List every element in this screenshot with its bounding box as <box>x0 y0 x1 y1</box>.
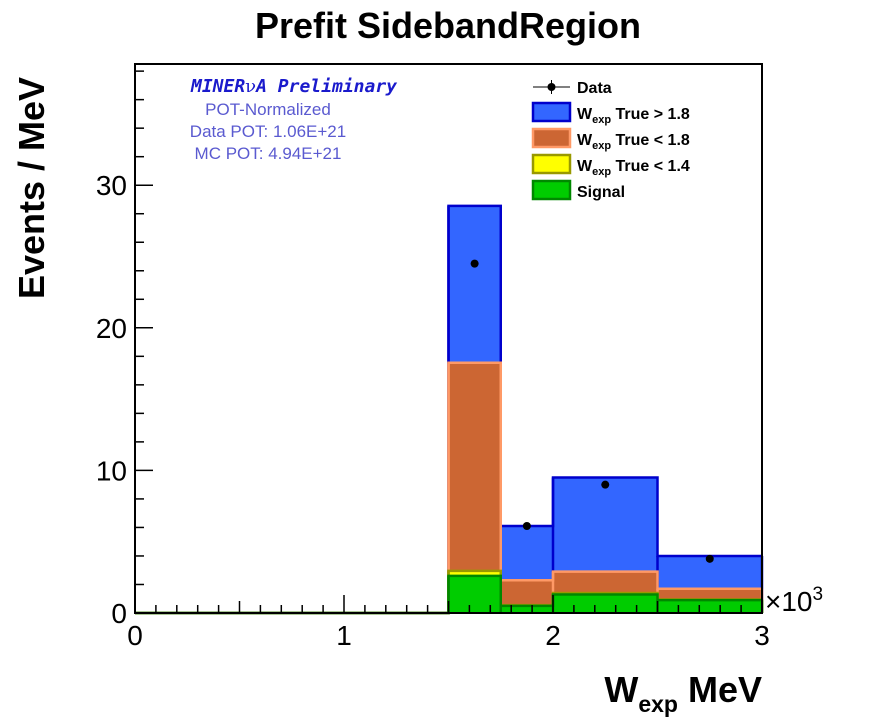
data-points <box>470 259 714 563</box>
data-point-0 <box>470 259 479 268</box>
legend-wexp-gt-1-8-rest: True > 1.8 <box>611 106 690 123</box>
y-tick-label-0: 0 <box>111 598 127 629</box>
legend-data-label: Data <box>577 80 612 97</box>
x-tick-label-1: 1 <box>336 620 352 651</box>
ann-main-nu: ν <box>245 76 256 97</box>
legend-wexp-lt-1-4-rest: True < 1.4 <box>611 158 690 175</box>
pot-normalized-label: POT-Normalized <box>205 100 331 119</box>
legend-wexp-lt-1-4-main: W <box>577 158 593 175</box>
legend-swatch-wexp-lt-1-8 <box>531 127 572 149</box>
x-axis-multiplier: ×103 <box>765 584 823 617</box>
x-axis-title-rest: MeV <box>678 669 762 710</box>
chart-title: Prefit SidebandRegion <box>255 5 641 46</box>
legend: Data Wexp True > 1.8 Wexp True < 1.8 Wex… <box>531 80 690 201</box>
legend-item-wexp-lt-1-4: Wexp True < 1.4 <box>531 153 690 178</box>
legend-wexp-gt-1-8-main: W <box>577 106 593 123</box>
legend-wexp-lt-1-8-main: W <box>577 132 593 149</box>
legend-item-signal: Signal <box>531 179 625 201</box>
legend-label-wexp-gt-1-8: Wexp True > 1.8 <box>577 106 690 126</box>
x-axis-multiplier-exp: 3 <box>813 584 824 605</box>
y-tick-label-20: 20 <box>96 313 127 344</box>
legend-item-data: Data <box>533 80 612 97</box>
data-point-2 <box>601 480 610 489</box>
stacked-histogram <box>135 204 764 615</box>
x-tick-label-2: 2 <box>545 620 561 651</box>
legend-item-wexp-lt-1-8: Wexp True < 1.8 <box>531 127 690 152</box>
legend-data-marker <box>547 83 556 91</box>
x-tick-label-3: 3 <box>754 620 770 651</box>
legend-wexp-lt-1-4-sub: exp <box>592 166 611 178</box>
y-axis-title: Events / MeV <box>11 77 52 299</box>
y-tick-label-30: 30 <box>96 170 127 201</box>
legend-wexp-lt-1-8-rest: True < 1.8 <box>611 132 690 149</box>
mc-pot-label: MC POT: 4.94E+21 <box>195 144 342 163</box>
data-point-3 <box>705 554 714 563</box>
legend-label-signal: Signal <box>577 184 625 201</box>
legend-swatch-wexp-lt-1-4 <box>531 153 572 175</box>
x-tick-label-0: 0 <box>127 620 143 651</box>
experiment-annotation: MINERνA Preliminary POT-Normalized Data … <box>190 76 398 163</box>
legend-swatch-wexp-gt-1-8 <box>531 101 572 123</box>
legend-swatch-signal <box>531 179 572 201</box>
data-point-1 <box>522 522 531 531</box>
miner-nu-a-preliminary: MINERνA Preliminary <box>190 76 398 97</box>
x-axis-multiplier-base: ×10 <box>765 586 813 617</box>
data-pot-label: Data POT: 1.06E+21 <box>190 122 346 141</box>
legend-label-wexp-lt-1-4: Wexp True < 1.4 <box>577 158 690 178</box>
legend-wexp-gt-1-8-sub: exp <box>592 114 611 126</box>
x-axis-title: Wexp MeV <box>604 669 762 717</box>
ann-main-a: MINER <box>190 76 245 97</box>
legend-item-wexp-gt-1-8: Wexp True > 1.8 <box>531 101 690 126</box>
x-axis-title-main: W <box>604 669 638 710</box>
legend-label-wexp-lt-1-8: Wexp True < 1.8 <box>577 132 690 152</box>
ann-main-b: A Preliminary <box>255 76 398 97</box>
x-axis-title-sub: exp <box>638 691 678 717</box>
legend-wexp-lt-1-8-sub: exp <box>592 140 611 152</box>
y-tick-label-10: 10 <box>96 455 127 486</box>
